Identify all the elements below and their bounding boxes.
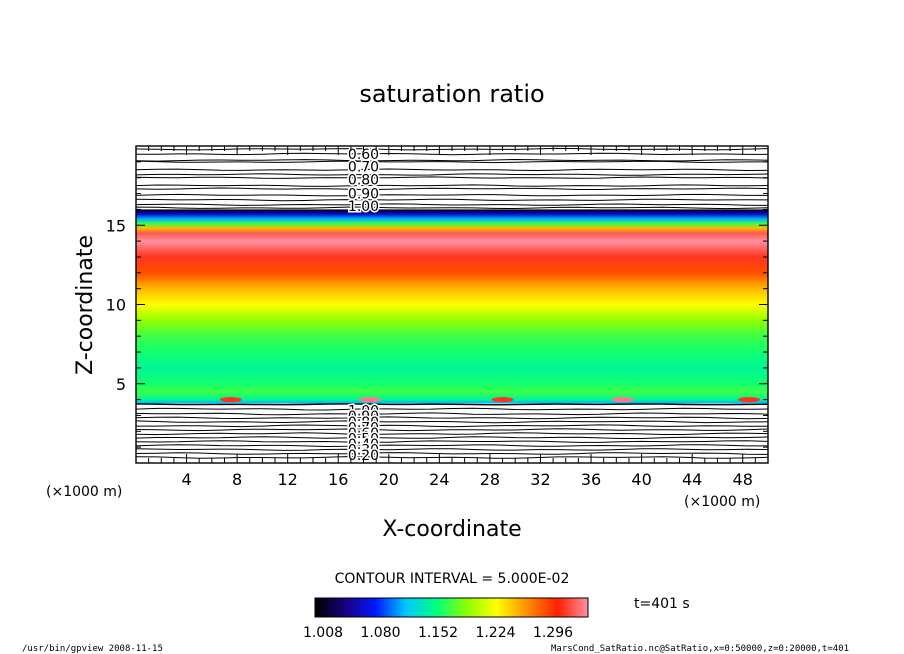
colorbar <box>314 597 589 618</box>
contour-line <box>135 432 769 436</box>
contour-line <box>135 193 768 197</box>
contour-line <box>135 203 769 206</box>
colorbar-label: 1.080 <box>360 625 400 641</box>
y-tick-label: 5 <box>116 375 126 394</box>
surface-blob <box>738 397 761 403</box>
contour-line <box>135 440 769 443</box>
contour-line <box>135 206 769 210</box>
contour-line <box>135 444 768 448</box>
x-tick-labels: 4 8 12 16 20 24 28 32 36 40 44 48 <box>181 470 752 489</box>
surface-blob <box>219 397 242 403</box>
contour-label: 0.60 <box>348 147 379 163</box>
footer-right: MarsCond_SatRatio.nc@SatRatio,x=0:50000,… <box>551 644 849 654</box>
footer-left: /usr/bin/gpview 2008-11-15 <box>22 644 163 654</box>
x-tick-label: 24 <box>429 470 449 489</box>
x-axis-label: X-coordinate <box>382 517 521 542</box>
contour-line <box>135 198 769 202</box>
x-tick-label: 32 <box>530 470 550 489</box>
x-tick-label: 12 <box>278 470 298 489</box>
contour-label: 0.30 <box>348 443 379 459</box>
contour-label: 1.00 <box>348 404 379 420</box>
contour-label: 0.50 <box>348 431 379 447</box>
x-tick-label: 36 <box>581 470 601 489</box>
upper-contour-labels: 0.600.700.800.901.00 <box>346 145 380 216</box>
contour-label: 0.90 <box>348 187 379 203</box>
x-tick-label: 8 <box>232 470 242 489</box>
contour-label: 0.20 <box>348 448 379 464</box>
surface-blobs <box>219 397 761 403</box>
plot-area: 0.600.700.800.901.00 1.000.900.800.700.6… <box>135 145 769 466</box>
contour-line <box>135 456 769 459</box>
colorbar-labels: 1.008 1.080 1.152 1.224 1.296 <box>303 625 573 641</box>
contour-line <box>135 452 769 455</box>
x-tick-label: 28 <box>480 470 500 489</box>
y-tick-labels: 5 10 15 <box>106 216 126 394</box>
surface-blob <box>358 397 381 403</box>
colorbar-label: 1.224 <box>475 625 515 641</box>
y-tick-label: 15 <box>106 216 126 235</box>
contour-line <box>135 403 769 406</box>
contour-label: 0.70 <box>348 420 379 436</box>
contour-label: 0.60 <box>348 426 379 442</box>
contour-line <box>135 168 769 172</box>
contour-line <box>135 173 769 176</box>
x-tick-label: 16 <box>328 470 348 489</box>
surface-blob <box>491 397 514 403</box>
x-tick-label: 44 <box>682 470 702 489</box>
y-tick-marks <box>136 161 768 448</box>
contour-line <box>135 428 769 432</box>
x-tick-label: 4 <box>181 470 191 489</box>
colorbar-label: 1.152 <box>418 625 458 641</box>
chart-title: saturation ratio <box>359 80 544 108</box>
contour-line <box>135 407 769 411</box>
contour-label: 0.80 <box>348 415 379 431</box>
field-fill <box>136 209 768 404</box>
contour-line <box>135 420 769 424</box>
lower-contour-labels: 1.000.900.800.700.600.500.400.300.20 <box>346 402 380 465</box>
contour-line <box>136 424 768 428</box>
colorbar-label: 1.296 <box>533 625 573 641</box>
x-tick-label: 48 <box>733 470 753 489</box>
x-unit-left: (×1000 m) <box>46 484 122 500</box>
x-unit-right: (×1000 m) <box>684 494 760 510</box>
contour-line <box>135 448 769 451</box>
contour-line <box>136 152 768 156</box>
contour-line <box>135 184 769 187</box>
contour-label: 0.70 <box>348 160 379 176</box>
colorbar-label: 1.008 <box>303 625 343 641</box>
contour-line <box>135 158 769 162</box>
contour-label: 1.00 <box>348 199 379 215</box>
contour-label: 0.40 <box>348 437 379 453</box>
contour-interval: CONTOUR INTERVAL = 5.000E-02 <box>335 571 570 587</box>
contour-line <box>135 436 769 439</box>
contour-label: 0.80 <box>348 172 379 188</box>
surface-blob <box>611 397 634 403</box>
contour-line <box>135 412 769 416</box>
contour-line <box>135 416 769 420</box>
time-label: t=401 s <box>634 596 690 612</box>
contour-line <box>135 160 769 164</box>
contour-line <box>135 187 769 191</box>
contour-label: 0.90 <box>348 409 379 425</box>
x-tick-marks <box>148 146 756 463</box>
y-axis-label: Z-coordinate <box>73 235 98 375</box>
x-tick-label: 20 <box>379 470 399 489</box>
contour-line <box>135 176 769 179</box>
y-tick-label: 10 <box>106 296 126 315</box>
upper-contour-lines <box>135 147 769 210</box>
lower-contour-lines <box>135 403 769 459</box>
x-tick-label: 40 <box>631 470 651 489</box>
